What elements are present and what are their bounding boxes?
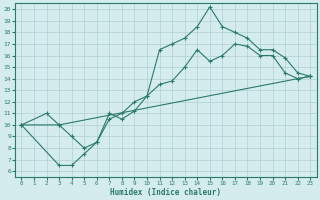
X-axis label: Humidex (Indice chaleur): Humidex (Indice chaleur) — [110, 188, 221, 197]
